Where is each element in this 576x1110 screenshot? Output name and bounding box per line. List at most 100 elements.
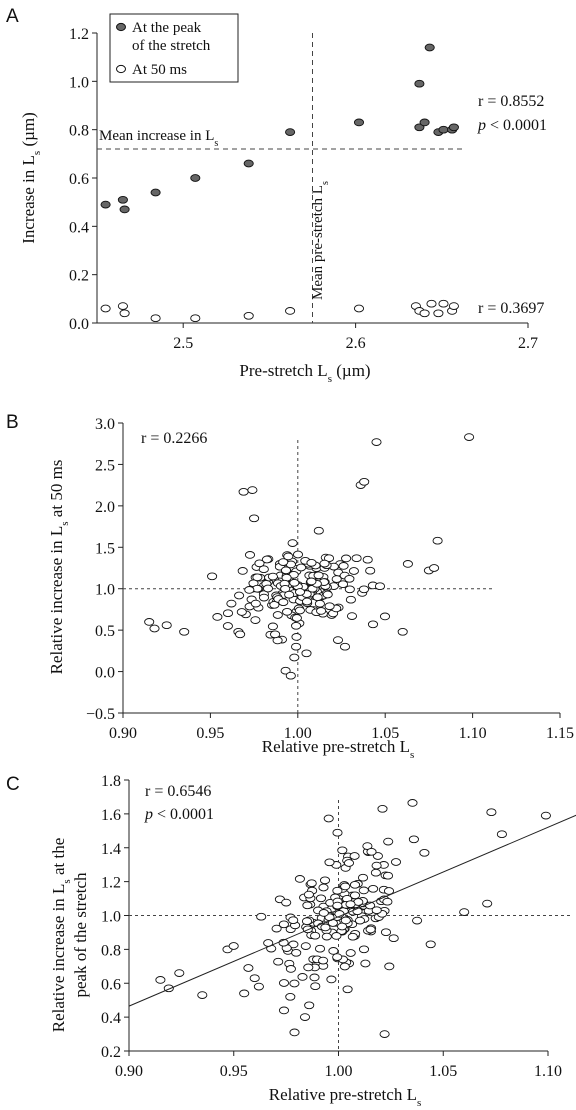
y-tick-label-c: 1.6 xyxy=(101,807,121,824)
data-point xyxy=(496,830,507,839)
data-point xyxy=(324,858,335,867)
data-point xyxy=(303,890,314,899)
data-point xyxy=(319,876,331,885)
x-tick-label-b: 0.90 xyxy=(109,725,137,742)
data-point xyxy=(372,852,383,860)
data-point xyxy=(448,123,459,132)
data-point xyxy=(383,837,394,846)
data-point xyxy=(432,536,443,545)
y-tick-label-b: 1.0 xyxy=(95,582,115,599)
data-point xyxy=(362,555,373,564)
data-point xyxy=(207,572,218,581)
data-point xyxy=(291,948,302,957)
data-point xyxy=(243,311,254,320)
data-point xyxy=(247,486,258,494)
data-point xyxy=(321,932,332,941)
data-point xyxy=(331,575,342,583)
data-point xyxy=(332,636,344,644)
data-point xyxy=(370,868,381,877)
data-point xyxy=(282,607,293,616)
data-point xyxy=(291,614,302,622)
data-point xyxy=(285,307,296,315)
data-point xyxy=(382,871,394,880)
y-axis-label-c: Relative increase in Ls at the xyxy=(49,838,73,1033)
data-point xyxy=(371,438,382,446)
data-point xyxy=(267,622,278,631)
y-tick-label-a: 0.8 xyxy=(69,123,89,140)
data-point xyxy=(368,884,379,893)
data-point xyxy=(179,627,190,636)
data-point xyxy=(318,956,329,965)
y-axis-label-a: Increase in Ls (µm) xyxy=(19,112,43,244)
data-point xyxy=(161,621,172,630)
data-point xyxy=(486,808,497,817)
y-tick-label-a: 0.0 xyxy=(69,316,89,333)
data-point xyxy=(222,622,233,630)
x-tick-label-c: 1.00 xyxy=(325,1063,353,1080)
data-point xyxy=(345,900,356,909)
x-tick-label-c: 1.05 xyxy=(429,1063,457,1080)
data-point xyxy=(306,879,317,888)
data-point xyxy=(379,612,391,621)
data-point xyxy=(349,852,360,860)
p-value-c: p < 0.0001 xyxy=(144,806,214,823)
data-point xyxy=(314,944,326,953)
data-point xyxy=(300,942,311,950)
data-point xyxy=(289,653,300,662)
data-point xyxy=(304,1001,315,1010)
x-tick-label-c: 0.90 xyxy=(115,1063,143,1080)
data-point xyxy=(326,975,337,984)
data-point xyxy=(237,567,248,575)
data-point xyxy=(309,973,320,982)
data-point xyxy=(407,799,418,807)
data-point xyxy=(306,558,317,567)
data-point xyxy=(339,962,350,971)
data-point xyxy=(382,897,393,906)
x-tick-label-b: 1.10 xyxy=(459,725,487,742)
x-axis-label-c: Relative pre-stretch Ls xyxy=(269,1085,422,1109)
p-value-peak: p < 0.0001 xyxy=(477,117,547,134)
y-tick-label-a: 0.4 xyxy=(69,219,89,236)
panel-label-b: B xyxy=(6,412,19,433)
x-axis-label-b: Relative pre-stretch Ls xyxy=(262,737,415,761)
y-tick-label-b: 0.5 xyxy=(95,623,115,640)
legend-label-peak: At the peak xyxy=(132,20,202,36)
data-point xyxy=(119,205,130,214)
y-tick-label-c: 1.0 xyxy=(101,909,121,926)
data-point xyxy=(174,969,185,977)
data-point xyxy=(258,593,270,602)
regression-line xyxy=(128,814,576,1007)
mean-increase-label: Mean increase in Ls xyxy=(99,128,218,149)
panel-label-c: C xyxy=(6,774,20,795)
data-point xyxy=(448,302,459,310)
data-point xyxy=(316,607,327,615)
x-tick-label-b: 1.00 xyxy=(284,725,312,742)
data-point xyxy=(359,477,370,486)
data-point xyxy=(197,991,208,999)
data-point xyxy=(262,584,274,593)
data-point xyxy=(278,920,289,929)
r-value-b: r = 0.2266 xyxy=(141,430,207,447)
data-point xyxy=(310,982,321,991)
data-point xyxy=(414,79,425,88)
data-point xyxy=(344,585,355,594)
data-point xyxy=(294,588,306,596)
data-point xyxy=(289,979,300,988)
data-point xyxy=(362,842,373,850)
data-point xyxy=(250,616,261,624)
data-point xyxy=(278,558,289,566)
data-point xyxy=(367,620,379,629)
legend-marker-peak xyxy=(116,22,126,32)
data-point xyxy=(408,835,419,844)
data-point xyxy=(331,932,342,940)
data-point xyxy=(273,957,284,966)
x-tick-label-c: 0.95 xyxy=(220,1063,248,1080)
data-point xyxy=(288,916,299,925)
legend-a: At the peak of the stretch At 50 ms xyxy=(109,13,239,83)
data-point xyxy=(297,973,308,981)
data-point xyxy=(226,599,237,608)
data-point xyxy=(347,932,358,941)
x-tick-label-b: 1.05 xyxy=(371,725,399,742)
data-point xyxy=(343,859,355,867)
data-point xyxy=(100,200,111,209)
